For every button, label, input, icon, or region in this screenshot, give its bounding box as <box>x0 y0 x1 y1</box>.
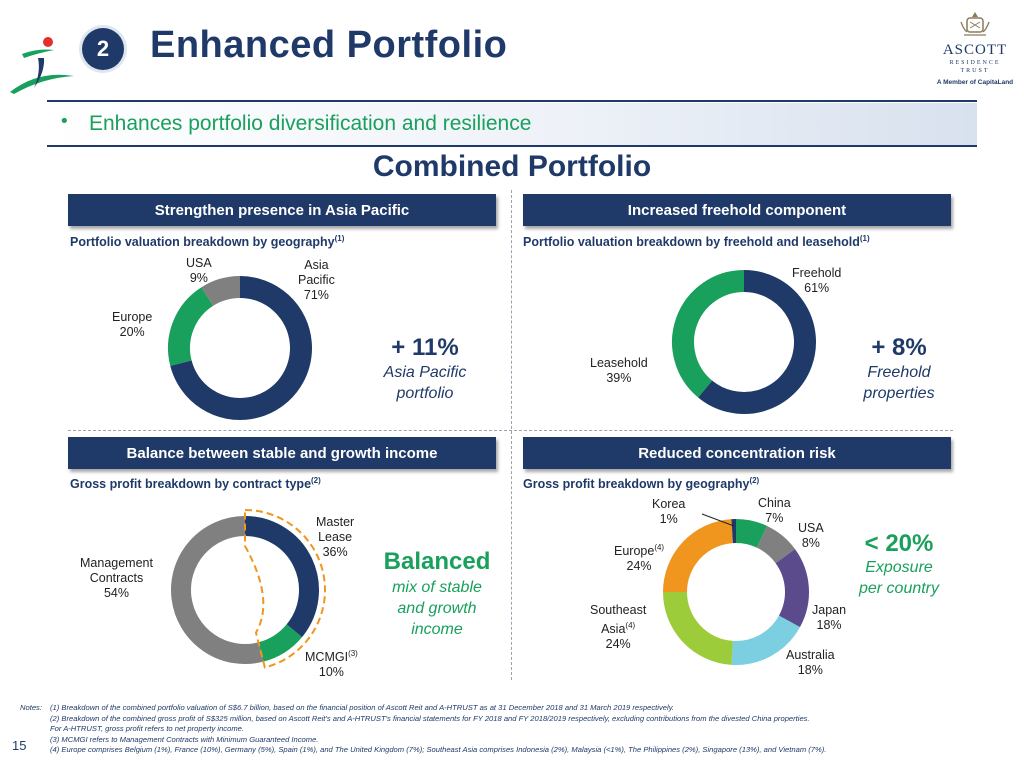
slice-master-lease <box>244 516 319 638</box>
slice-mcmgi <box>258 624 303 662</box>
q4-label-korea: Korea 1% <box>652 497 686 526</box>
q4-label-china: China 7% <box>758 496 791 525</box>
q3-label-master-lease: Master Lease 36% <box>316 515 355 559</box>
bullet-dot: • <box>59 111 70 132</box>
slice-usa <box>201 276 241 307</box>
q3-kpi-value: Balanced <box>383 548 491 575</box>
quadrant-divider-vertical <box>511 190 512 680</box>
slice-southeast-asia <box>663 591 734 665</box>
q3-header: Balance between stable and growth income <box>68 437 496 469</box>
footnote-3: (3) MCMGI refers to Management Contracts… <box>50 734 319 744</box>
crest-icon <box>960 12 990 36</box>
footnote-2: (2) Breakdown of the combined gross prof… <box>50 713 810 723</box>
q1-label-asia-pacific: Asia Pacific 71% <box>298 258 335 302</box>
q1-label-usa: USA 9% <box>186 256 212 285</box>
q1-kpi-value: + 11% <box>391 334 459 361</box>
contract-type-donut <box>171 508 326 669</box>
ascott-brand-logo: ASCOTT RESIDENCE TRUST A Member of Capit… <box>930 8 1020 86</box>
stable-income-bracket <box>244 508 326 669</box>
slice-china <box>735 519 768 548</box>
divider-bottom <box>47 145 977 147</box>
q4-kpi-value: < 20% <box>864 530 934 557</box>
q3-label-management-contracts: Management Contracts 54% <box>80 556 153 600</box>
q2-subtitle: Portfolio valuation breakdown by freehol… <box>523 234 870 250</box>
q1-kpi-description: Asia Pacific portfolio <box>383 364 467 402</box>
q3-kpi-description: mix of stable and growth income <box>392 579 482 638</box>
slice-japan <box>775 549 809 628</box>
q4-header: Reduced concentration risk <box>523 437 951 469</box>
footnotes: Notes: (1) Breakdown of the combined port… <box>20 703 1010 756</box>
slice-leasehold <box>672 270 745 398</box>
footnote-4: (4) Europe comprises Belgium (1%), Franc… <box>50 745 827 754</box>
brand-name: ASCOTT <box>942 42 1008 58</box>
q3-subtitle: Gross profit breakdown by contract type(… <box>70 476 321 492</box>
divider-top <box>47 100 977 102</box>
q1-header: Strengthen presence in Asia Pacific <box>68 194 496 226</box>
quadrant-divider-horizontal <box>68 430 953 431</box>
freehold-leasehold-donut <box>672 270 816 414</box>
slice-usa <box>756 525 796 564</box>
q4-label-southeast-asia: Southeast Asia(4) 24% <box>590 603 647 652</box>
q4-kpi-description: Exposure per country <box>858 559 940 597</box>
q4-label-australia: Australia 18% <box>786 648 835 677</box>
slice-europe <box>168 287 214 366</box>
slice-management-contracts <box>171 516 264 664</box>
q4-label-japan: Japan 18% <box>812 603 847 632</box>
q4-subtitle: Gross profit breakdown by geography(2) <box>523 476 760 492</box>
q1-label-europe: Europe 20% <box>112 310 153 339</box>
q2-header: Increased freehold component <box>523 194 951 226</box>
combined-portfolio-title: Combined Portfolio <box>372 150 652 183</box>
korea-leader-line <box>701 513 735 527</box>
brand-sub-2: TRUST <box>960 68 990 74</box>
q4-label-europe: Europe(4) 24% <box>614 543 665 574</box>
slice-asia-pacific <box>170 276 312 420</box>
key-message-band: • Enhances portfolio diversification and… <box>47 103 977 145</box>
q3-label-mcmgi: MCMGI(3) 10% <box>305 649 358 680</box>
q2-label-leasehold: Leasehold 39% <box>590 356 648 385</box>
section-number-badge: 2 <box>82 28 124 70</box>
footnote-2-cont: For A-HTRUST, gross profit refers to net… <box>50 724 244 733</box>
slice-australia <box>731 615 800 665</box>
q2-label-freehold: Freehold 61% <box>792 266 842 295</box>
key-message-text: Enhances portfolio diversification and r… <box>89 112 532 135</box>
brand-sub-1: RESIDENCE <box>949 60 1001 66</box>
footnote-1: Notes: (1) Breakdown of the combined port… <box>20 703 675 712</box>
page-number: 15 <box>12 738 27 753</box>
profit-geography-donut <box>663 519 809 665</box>
brand-member-text: A Member of CapitaLand <box>936 79 1014 86</box>
slice-freehold <box>698 270 816 414</box>
q1-subtitle: Portfolio valuation breakdown by geograp… <box>70 234 345 250</box>
slide-title: Enhanced Portfolio <box>150 24 508 66</box>
ascott-figure-logo <box>10 37 74 94</box>
q2-kpi-description: Freehold properties <box>863 364 935 402</box>
q2-kpi-value: + 8% <box>871 334 927 361</box>
geography-valuation-donut <box>168 276 312 420</box>
slice-europe <box>663 519 734 593</box>
q4-label-usa: USA 8% <box>798 521 824 550</box>
